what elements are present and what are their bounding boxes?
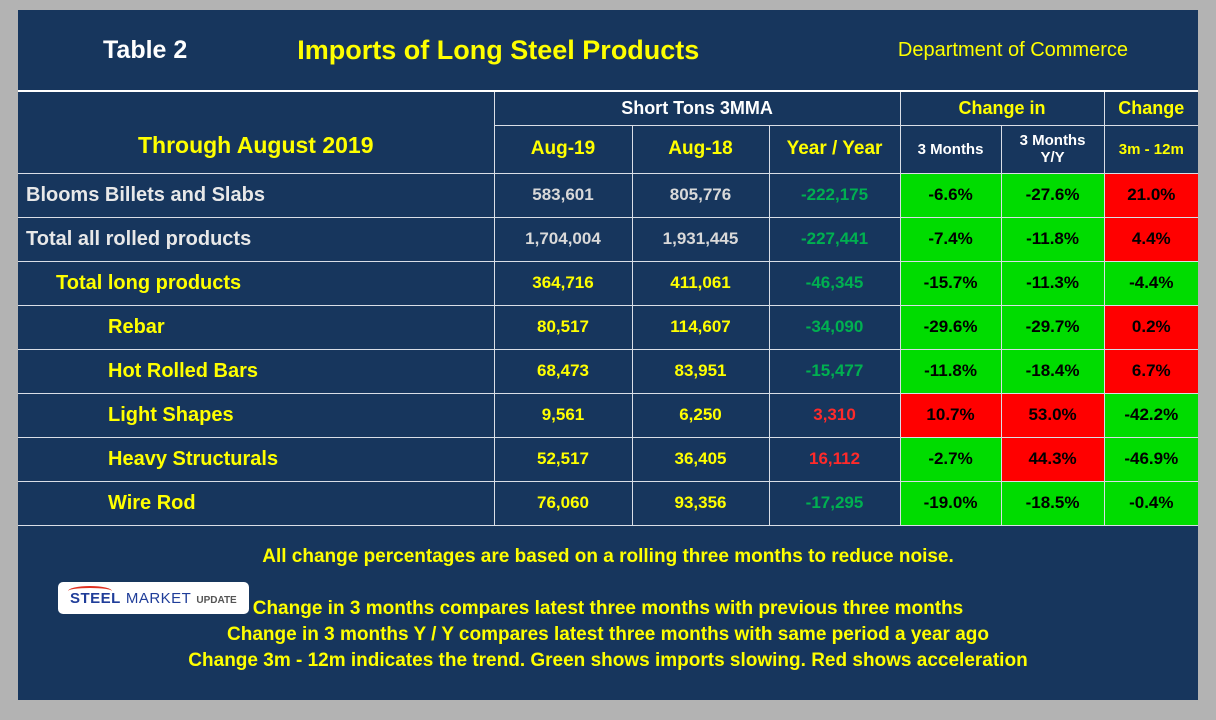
table-row: Total long products 364,716 411,061 -46,… — [18, 260, 1199, 306]
title-bar: Table 2 Imports of Long Steel Products D… — [18, 10, 1198, 92]
row-label: Wire Rod — [18, 480, 495, 526]
col-header-3-months-yy-line1: 3 Months — [1019, 132, 1086, 149]
note-change-3m: Change in 3 months compares latest three… — [252, 597, 964, 619]
change-3-months-cell: -19.0% — [899, 480, 1002, 526]
change-3m-12m-cell: -0.4% — [1103, 480, 1199, 526]
change-3m-12m-cell: -42.2% — [1103, 392, 1199, 438]
change-3-months-yy-cell: -18.4% — [1000, 348, 1105, 394]
note-rolling: All change percentages are based on a ro… — [262, 545, 954, 567]
change-3-months-yy-cell: -29.7% — [1000, 304, 1105, 350]
year-year-value: -222,175 — [768, 172, 901, 218]
table-row: Light Shapes 9,561 6,250 3,310 10.7% 53.… — [18, 392, 1199, 438]
change-3m-12m-cell: -46.9% — [1103, 436, 1199, 482]
row-label: Hot Rolled Bars — [18, 348, 495, 394]
col-header-aug18: Aug-18 — [631, 124, 770, 174]
imports-table: Through August 2019 Short Tons 3MMA Chan… — [18, 92, 1199, 526]
footer-notes: All change percentages are based on a ro… — [18, 526, 1198, 674]
change-3m-12m-cell: 4.4% — [1103, 216, 1199, 262]
table-body: Blooms Billets and Slabs 583,601 805,776… — [18, 172, 1199, 526]
change-3-months-yy-cell: -18.5% — [1000, 480, 1105, 526]
change-3-months-cell: -7.4% — [899, 216, 1002, 262]
change-3m-12m-cell: 6.7% — [1103, 348, 1199, 394]
change-3-months-cell: -29.6% — [899, 304, 1002, 350]
period-header: Through August 2019 — [18, 92, 495, 174]
aug18-value: 83,951 — [631, 348, 770, 394]
change-3-months-yy-cell: 53.0% — [1000, 392, 1105, 438]
page-title: Imports of Long Steel Products — [297, 34, 700, 65]
col-header-year-year: Year / Year — [768, 124, 901, 174]
change-3-months-yy-cell: 44.3% — [1000, 436, 1105, 482]
table-row: Wire Rod 76,060 93,356 -17,295 -19.0% -1… — [18, 480, 1199, 526]
year-year-value: 16,112 — [768, 436, 901, 482]
group-short-tons: Short Tons 3MMA — [493, 92, 901, 126]
row-label: Light Shapes — [18, 392, 495, 438]
col-header-3-months-yy-line2: Y/Y — [1040, 149, 1065, 166]
aug19-value: 80,517 — [493, 304, 633, 350]
aug19-value: 52,517 — [493, 436, 633, 482]
change-3-months-cell: -11.8% — [899, 348, 1002, 394]
row-label: Total long products — [18, 260, 495, 306]
table-row: Hot Rolled Bars 68,473 83,951 -15,477 -1… — [18, 348, 1199, 394]
change-3-months-yy-cell: -11.3% — [1000, 260, 1105, 306]
aug19-value: 1,704,004 — [493, 216, 633, 262]
logo-swoosh-icon — [68, 585, 112, 596]
col-header-aug19: Aug-19 — [494, 124, 633, 174]
aug18-value: 36,405 — [631, 436, 770, 482]
change-3m-12m-cell: -4.4% — [1103, 260, 1199, 306]
year-year-value: -34,090 — [768, 304, 901, 350]
change-3-months-cell: -15.7% — [899, 260, 1002, 306]
aug18-value: 6,250 — [631, 392, 770, 438]
table-row: Total all rolled products 1,704,004 1,93… — [18, 216, 1199, 262]
aug19-value: 76,060 — [493, 480, 633, 526]
aug18-value: 114,607 — [631, 304, 770, 350]
col-header-3-months: 3 Months — [899, 124, 1002, 174]
aug19-value: 364,716 — [493, 260, 633, 306]
note-change-3m-yy: Change in 3 months Y / Y compares latest… — [227, 623, 989, 645]
year-year-value: -46,345 — [768, 260, 901, 306]
table-number-label: Table 2 — [103, 35, 188, 64]
smu-logo: STEEL MARKET UPDATE — [58, 581, 249, 614]
logo-word-update: UPDATE — [196, 594, 237, 606]
aug18-value: 805,776 — [631, 172, 770, 218]
col-header-3-months-yy: 3 Months Y/Y — [1000, 124, 1105, 174]
source-label: Department of Commerce — [897, 38, 1128, 61]
aug18-value: 93,356 — [631, 480, 770, 526]
table-row: Heavy Structurals 52,517 36,405 16,112 -… — [18, 436, 1199, 482]
year-year-value: -17,295 — [768, 480, 901, 526]
year-year-value: -15,477 — [768, 348, 901, 394]
row-label: Total all rolled products — [18, 216, 495, 262]
row-label: Heavy Structurals — [18, 436, 495, 482]
change-3-months-cell: 10.7% — [899, 392, 1002, 438]
aug18-value: 1,931,445 — [631, 216, 770, 262]
table-row: Rebar 80,517 114,607 -34,090 -29.6% -29.… — [18, 304, 1199, 350]
change-3-months-yy-cell: -11.8% — [1000, 216, 1105, 262]
aug19-value: 68,473 — [493, 348, 633, 394]
row-label: Blooms Billets and Slabs — [18, 172, 495, 218]
change-3-months-cell: -6.6% — [899, 172, 1002, 218]
change-3-months-cell: -2.7% — [899, 436, 1002, 482]
change-3m-12m-cell: 21.0% — [1103, 172, 1199, 218]
note-change-3m-12m: Change 3m - 12m indicates the trend. Gre… — [188, 649, 1028, 671]
year-year-value: -227,441 — [768, 216, 901, 262]
group-change-in: Change in — [899, 92, 1105, 126]
group-change: Change — [1103, 92, 1199, 126]
col-header-3m-12m: 3m - 12m — [1103, 124, 1199, 174]
aug18-value: 411,061 — [631, 260, 770, 306]
logo-word-market: MARKET — [125, 589, 192, 607]
aug19-value: 583,601 — [493, 172, 633, 218]
table-row: Blooms Billets and Slabs 583,601 805,776… — [18, 172, 1199, 218]
aug19-value: 9,561 — [493, 392, 633, 438]
year-year-value: 3,310 — [768, 392, 901, 438]
change-3m-12m-cell: 0.2% — [1103, 304, 1199, 350]
header-group-row: Through August 2019 Short Tons 3MMA Chan… — [18, 92, 1199, 174]
change-3-months-yy-cell: -27.6% — [1000, 172, 1105, 218]
slide-panel: Table 2 Imports of Long Steel Products D… — [18, 10, 1199, 700]
row-label: Rebar — [18, 304, 495, 350]
